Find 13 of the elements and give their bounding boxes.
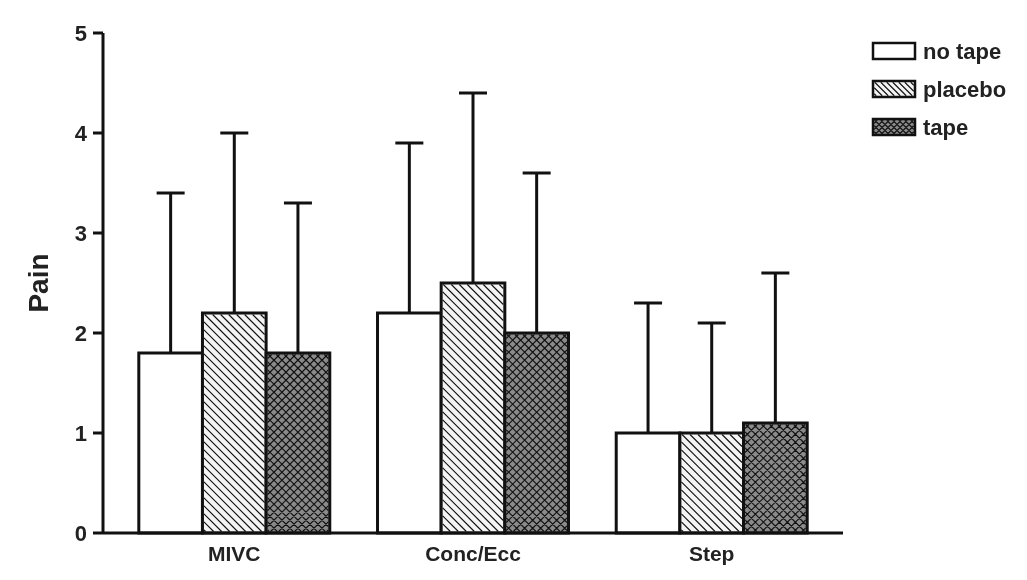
- y-tick-label: 3: [74, 220, 87, 246]
- y-tick-label: 0: [74, 520, 87, 546]
- y-tick-label: 5: [74, 20, 87, 46]
- y-tick-label: 2: [74, 320, 87, 346]
- legend-label: placebo: [923, 76, 1007, 102]
- y-axis-title: Pain: [23, 253, 54, 313]
- x-tick-label: MIVC: [208, 542, 261, 565]
- y-tick-label: 4: [74, 120, 88, 146]
- x-tick-label: Step: [688, 542, 735, 565]
- legend-label: tape: [923, 114, 969, 140]
- legend-label: no tape: [923, 38, 1002, 64]
- y-tick-label: 1: [74, 420, 87, 446]
- x-tick-label: Conc/Ecc: [425, 542, 522, 565]
